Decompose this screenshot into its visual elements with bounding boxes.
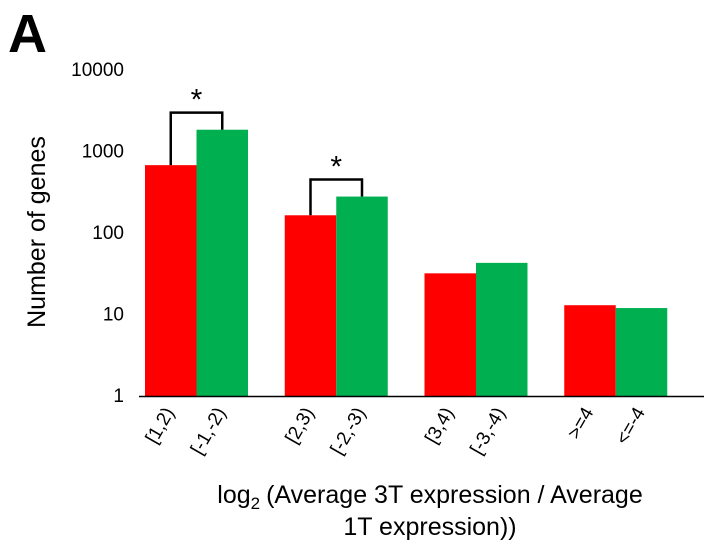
panel-label: A	[8, 4, 47, 64]
bars	[145, 129, 668, 396]
category-label: [-3,-4)	[467, 404, 511, 458]
bar-up-2	[284, 215, 337, 396]
significance-star: *	[330, 150, 342, 183]
bar-up-1	[145, 165, 197, 396]
significance-star: *	[191, 84, 203, 117]
x-axis-title-subscript: 2	[251, 494, 260, 513]
y-axis-ticks: 1 10 100 1000 10000	[71, 60, 124, 407]
bar-up-4	[564, 305, 616, 396]
significance-bracket	[309, 178, 364, 216]
significance-brackets: **	[169, 84, 364, 216]
significance-bracket	[169, 111, 224, 166]
bar-up-3	[424, 273, 476, 396]
x-axis-title-line1: log2 (Average 3T expression / Average	[217, 481, 642, 513]
x-axis-title-log: log	[217, 481, 250, 509]
bar-down-1	[196, 129, 248, 396]
bar-down-3	[476, 262, 528, 396]
category-label: <=-4	[612, 404, 650, 449]
y-tick-label: 100	[92, 223, 124, 244]
bar-down-2	[336, 196, 388, 396]
x-axis-title-text: (Average 3T expression / Average	[266, 481, 643, 509]
category-labels: [1,2) [-1,-2) [2,3) [-2,-3) [3,4) [-3,-4) >=4 <…	[142, 404, 650, 459]
y-axis-title: Number of genes	[23, 136, 51, 328]
x-axis-title-line2: 1T expression))	[343, 513, 516, 541]
y-tick-label: 1000	[82, 142, 124, 163]
bar-down-4	[615, 308, 668, 396]
category-label: >=4	[564, 404, 599, 443]
category-label: [-1,-2)	[187, 404, 231, 458]
y-tick-label: 10000	[71, 60, 124, 81]
category-label: [2,3)	[282, 404, 319, 447]
category-label: [1,2)	[142, 404, 179, 447]
y-tick-label: 1	[113, 386, 124, 407]
category-label: [3,4)	[421, 404, 458, 447]
category-label: [-2,-3)	[327, 404, 371, 458]
y-tick-label: 10	[103, 305, 124, 326]
